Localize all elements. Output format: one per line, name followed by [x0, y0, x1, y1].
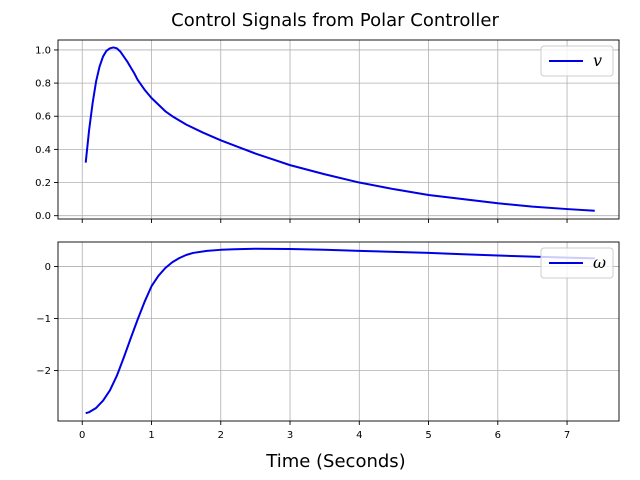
y-tick-label: −2	[36, 366, 51, 377]
series-line-omega	[85, 247, 595, 415]
y-tick-label: 0.0	[35, 211, 51, 222]
x-tick-label: 0	[79, 430, 85, 441]
axes-frame	[57, 39, 620, 220]
y-tick-label: 0.2	[35, 178, 51, 189]
x-tick-label: 6	[495, 430, 501, 441]
legend-label: v	[593, 51, 602, 70]
legend: ω	[540, 247, 614, 279]
axes-frame	[57, 241, 620, 422]
subplot-omega: 0 1 2 3 4 5 6 7 −2 −1 0 ω	[36, 241, 620, 441]
series-line-v	[84, 46, 595, 212]
x-axis-label: Time (Seconds)	[265, 451, 405, 472]
y-tick-label: 0	[45, 262, 51, 273]
y-tick-label: −1	[36, 314, 51, 325]
y-tick-label: 0.4	[35, 145, 51, 156]
x-tick-label: 1	[148, 430, 154, 441]
subplot-v: 0.0 0.2 0.4 0.6 0.8 1.0 v	[35, 39, 620, 223]
chart-title: Control Signals from Polar Controller	[171, 10, 499, 31]
x-tick-label: 5	[425, 430, 431, 441]
x-tick-label: 7	[564, 430, 570, 441]
x-tick-label: 3	[287, 430, 293, 441]
x-tick-label: 4	[356, 430, 362, 441]
y-tick-label: 1.0	[35, 45, 51, 56]
y-tick-label: 0.6	[35, 112, 51, 123]
legend-label: ω	[593, 253, 606, 272]
legend: v	[540, 45, 614, 77]
x-tick-label: 2	[218, 430, 224, 441]
y-tick-label: 0.8	[35, 79, 51, 90]
